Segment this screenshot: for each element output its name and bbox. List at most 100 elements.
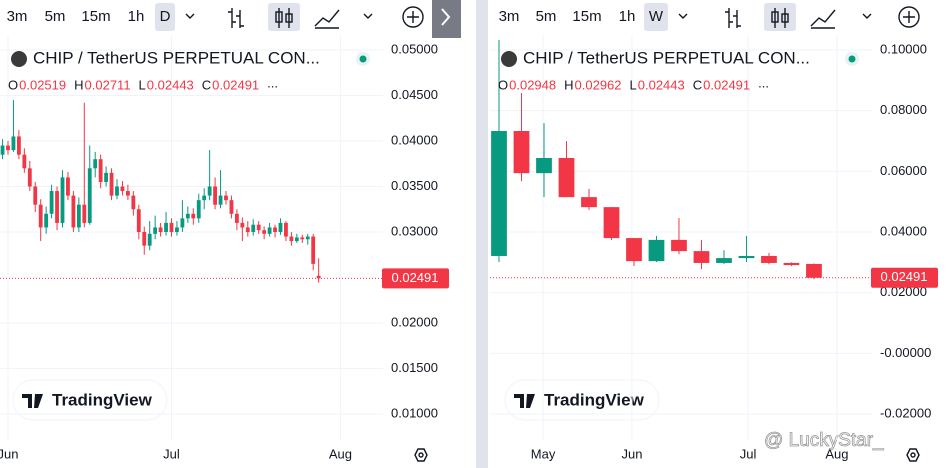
y-tick-label: 0.03000	[391, 223, 438, 238]
candle-body	[267, 227, 272, 234]
ohlc-label: L	[139, 77, 146, 92]
symbol-title: CHIP / TetherUS PERPETUAL CON...	[523, 48, 810, 67]
candle-body	[234, 213, 239, 223]
candle-body	[783, 262, 800, 266]
candle-body	[66, 177, 70, 196]
candle-body	[262, 230, 267, 234]
ohlc-label: H	[564, 77, 573, 92]
interval-button[interactable]: 15m	[81, 8, 110, 25]
candle-body	[22, 154, 27, 169]
ohlc-label: O	[8, 77, 18, 92]
candle-body	[224, 195, 228, 201]
interval-button[interactable]: 15m	[572, 8, 601, 25]
candle-body	[581, 197, 597, 208]
y-tick-label: 0.08000	[880, 102, 927, 117]
interval-button[interactable]: 5m	[45, 8, 66, 25]
y-tick-label: 0.01000	[391, 405, 438, 420]
y-tick-label: 0.03500	[391, 178, 438, 193]
y-tick-label: 0.01500	[391, 360, 438, 375]
interval-button[interactable]: D	[160, 8, 171, 25]
candle-body	[60, 177, 65, 223]
candle-body	[648, 239, 665, 262]
interval-button[interactable]: 3m	[7, 8, 28, 25]
candle-body	[196, 200, 201, 219]
last-price-badge	[871, 267, 938, 288]
candle-body	[93, 159, 98, 169]
candle-body	[104, 172, 109, 182]
ohlc-label: C	[693, 77, 702, 92]
candle-body	[693, 251, 710, 263]
candle-body	[603, 207, 620, 239]
ohlc-value: 0.02491	[212, 77, 259, 92]
candle-body	[16, 136, 21, 155]
candle-body	[513, 131, 530, 174]
y-tick-label: 0.04000	[391, 132, 438, 147]
y-tick-label: -0.00000	[880, 345, 931, 360]
y-tick-label: 0.04500	[391, 87, 438, 102]
candle-body	[49, 191, 54, 214]
candle-body	[245, 227, 250, 232]
ohlc-more[interactable]: ...	[267, 75, 278, 90]
interval-button[interactable]: W	[649, 8, 664, 25]
candle-body	[175, 227, 179, 232]
ohlc-label: O	[498, 77, 508, 92]
candle-body	[169, 222, 174, 232]
candle-body	[256, 224, 261, 231]
status-dot	[848, 55, 856, 63]
candle-body	[536, 157, 552, 174]
ohlc-value: 0.02948	[509, 77, 556, 92]
ohlc-value: 0.02962	[575, 77, 622, 92]
candle-body	[229, 200, 234, 214]
candle-body	[6, 145, 10, 151]
symbol-icon	[501, 51, 517, 67]
candle-body	[0, 145, 5, 155]
candle-body	[300, 237, 305, 240]
x-tick-label: Jul	[163, 446, 180, 461]
interval-button[interactable]: 5m	[536, 8, 557, 25]
symbol-icon	[11, 51, 27, 67]
candle-body	[87, 168, 92, 223]
candle-body	[98, 159, 103, 182]
y-tick-label: 0.05000	[391, 41, 438, 56]
candle-body	[44, 213, 49, 228]
candle-body	[202, 195, 207, 201]
x-tick-label: Jun	[0, 446, 18, 461]
y-tick-label: 0.10000	[880, 41, 927, 56]
candle-body	[716, 258, 732, 263]
candle-body	[109, 172, 114, 196]
x-tick-label: Jun	[621, 446, 642, 461]
toolbar-icons	[155, 0, 920, 38]
candle-body	[316, 275, 321, 279]
candle-body	[671, 239, 687, 252]
y-tick-label: 0.02000	[391, 314, 438, 329]
ohlc-more[interactable]: ...	[758, 75, 769, 90]
candle-body	[164, 222, 168, 232]
candle-body	[213, 186, 217, 205]
candle-body	[289, 236, 294, 242]
candle-body	[284, 222, 288, 237]
candle-body	[82, 204, 87, 223]
candle-body	[180, 218, 185, 228]
symbol-title: CHIP / TetherUS PERPETUAL CON...	[33, 48, 320, 67]
ohlc-label: H	[74, 77, 83, 92]
ohlc-value: 0.02443	[638, 77, 685, 92]
candle-body	[38, 204, 43, 228]
candle-body	[491, 131, 507, 256]
candle-body	[240, 222, 245, 228]
candle-body	[125, 191, 130, 196]
interval-button[interactable]: 1h	[619, 8, 636, 25]
candle-body	[738, 255, 755, 259]
candle-body	[191, 213, 196, 219]
x-tick-label: Aug	[329, 446, 352, 461]
candle-body	[207, 186, 212, 196]
candle-body	[185, 213, 190, 219]
interval-button[interactable]: 3m	[499, 8, 520, 25]
candle-body	[273, 227, 277, 232]
candle-body	[761, 255, 777, 263]
interval-button[interactable]: 1h	[128, 8, 145, 25]
settings-icons	[414, 448, 920, 462]
ohlc-label: L	[630, 77, 637, 92]
candle-body	[153, 227, 158, 234]
candle-body	[251, 224, 256, 232]
